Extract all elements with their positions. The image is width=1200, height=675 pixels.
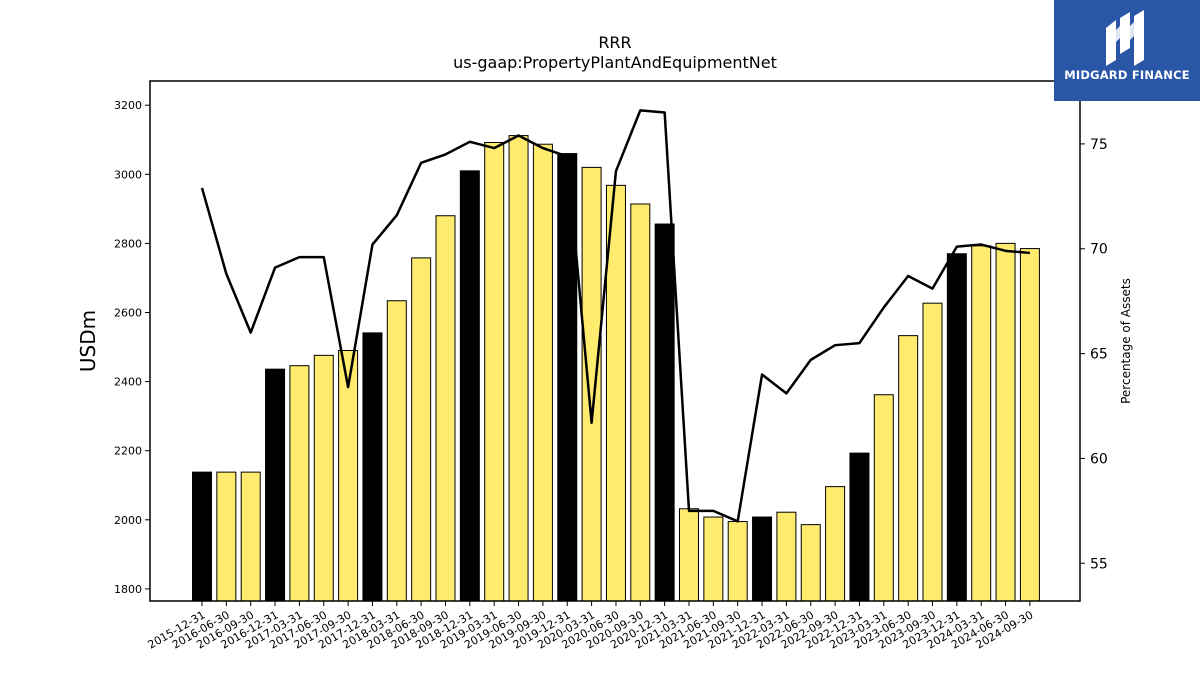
bar <box>289 365 310 602</box>
x-axis-ticks: 2015-12-312016-06-302016-09-302016-12-31… <box>146 601 1035 652</box>
chart-subtitle: us-gaap:PropertyPlantAndEquipmentNet <box>453 53 777 72</box>
bar <box>313 354 334 602</box>
y-axis-ticks: 1800 2000 2200 2400 2600 2800 3000 3200 <box>114 99 150 596</box>
line-series <box>200 109 1031 523</box>
y-tick-label: 2000 <box>114 514 142 527</box>
bar <box>362 332 383 602</box>
logo-text: MIDGARD FINANCE <box>1064 68 1190 82</box>
bar <box>630 203 651 602</box>
logo-mark-icon <box>1106 10 1144 66</box>
y2-tick-label: 65 <box>1090 347 1108 363</box>
bar <box>825 486 846 602</box>
y-tick-label: 2200 <box>114 445 142 458</box>
bar <box>459 170 480 602</box>
bar <box>435 215 456 602</box>
bar <box>386 300 407 602</box>
bar <box>971 245 992 602</box>
bar <box>265 368 286 602</box>
bar <box>654 223 675 602</box>
plot-frame <box>149 80 1081 602</box>
y2-tick-label: 70 <box>1090 242 1108 258</box>
bar <box>776 511 797 602</box>
bar <box>216 471 237 602</box>
bar <box>581 166 602 602</box>
bar <box>727 521 748 602</box>
percentage-line <box>200 109 1031 523</box>
bar <box>532 143 553 602</box>
y2-axis-label: Percentage of Assets <box>1119 278 1133 404</box>
bar <box>946 253 967 602</box>
y2-tick-label: 75 <box>1090 137 1108 153</box>
bar-series <box>192 135 1040 602</box>
bar <box>484 142 505 602</box>
bar <box>898 335 919 602</box>
y-tick-label: 2800 <box>114 237 142 250</box>
bar <box>703 516 724 602</box>
chart-title: RRR <box>598 33 631 52</box>
bar <box>508 135 529 602</box>
y2-tick-label: 55 <box>1090 556 1108 572</box>
y-tick-label: 2400 <box>114 376 142 389</box>
brand-logo: MIDGARD FINANCE <box>1054 0 1200 101</box>
bar <box>411 257 432 602</box>
bar <box>1019 248 1040 602</box>
bar <box>192 471 212 602</box>
bar <box>752 516 773 602</box>
bar <box>240 471 261 602</box>
bar <box>873 394 894 602</box>
y-tick-label: 1800 <box>114 583 142 596</box>
y-tick-label: 3000 <box>114 168 142 181</box>
bar <box>995 242 1016 602</box>
bar <box>922 302 943 602</box>
y2-tick-label: 60 <box>1090 451 1108 467</box>
bar <box>849 452 870 602</box>
bar <box>679 508 699 602</box>
bar <box>800 524 821 602</box>
y-tick-label: 2600 <box>114 306 142 319</box>
y-tick-label: 3200 <box>114 99 142 112</box>
y-axis-label: USDm <box>76 310 100 372</box>
y2-axis-ticks: 55 60 65 70 75 <box>1080 137 1108 572</box>
